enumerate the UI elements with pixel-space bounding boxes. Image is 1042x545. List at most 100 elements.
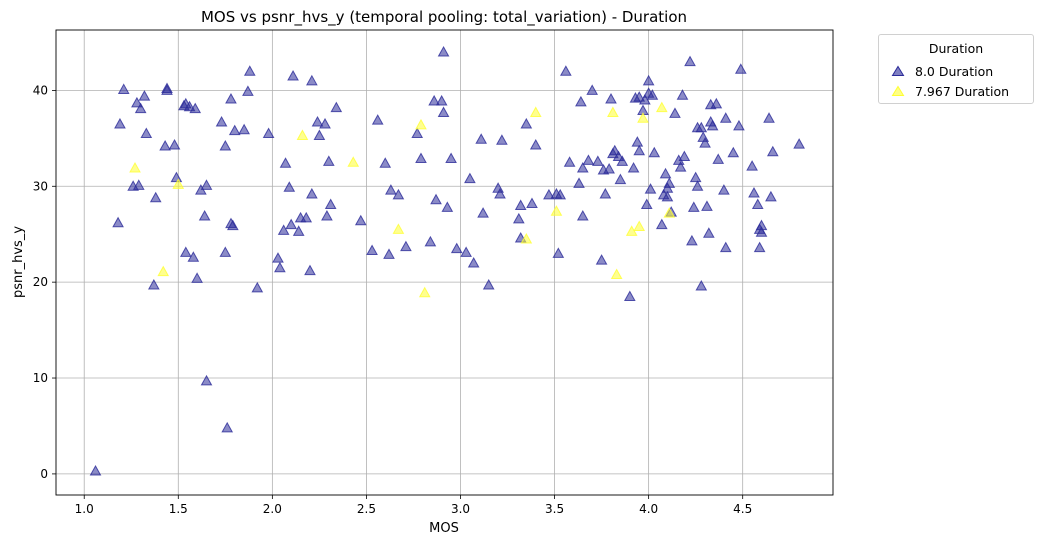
- scatter-point: [526, 197, 538, 209]
- scatter-point: [243, 65, 256, 76]
- scatter-point: [366, 244, 378, 256]
- series-1-points: [89, 46, 805, 476]
- scatter-point: [520, 117, 533, 129]
- scatter-point: [172, 178, 185, 189]
- scatter-point: [89, 465, 102, 476]
- scatter-point: [114, 117, 126, 129]
- scatter-point: [292, 225, 305, 236]
- y-axis-label: psnr_hvs_y: [11, 226, 26, 298]
- scatter-point: [221, 421, 234, 433]
- scatter-point: [385, 184, 397, 195]
- scatter-point: [712, 153, 725, 164]
- scatter-point: [591, 155, 604, 166]
- scatter-point: [582, 154, 595, 165]
- scatter-point: [129, 162, 141, 173]
- scatter-point: [755, 226, 768, 237]
- scatter-point: [575, 95, 587, 107]
- x-tick-label: 4.0: [639, 502, 658, 516]
- scatter-point: [631, 136, 644, 147]
- scatter-point: [242, 85, 254, 96]
- scatter-point: [147, 279, 160, 290]
- scatter-point: [608, 144, 621, 156]
- scatter-point: [324, 198, 337, 209]
- scatter-point: [554, 188, 567, 200]
- scatter-point: [189, 102, 202, 114]
- scatter-point: [753, 241, 766, 253]
- scatter-point: [287, 69, 299, 81]
- y-tick-label: 20: [33, 275, 48, 289]
- scatter-point: [605, 93, 617, 104]
- scatter-point: [563, 156, 576, 167]
- scatter-point: [450, 242, 463, 254]
- scatter-point: [633, 220, 646, 232]
- legend-item-series-2: 7.967 Duration: [891, 83, 1009, 99]
- scatter-point: [676, 89, 689, 100]
- scatter-point: [727, 146, 740, 158]
- scatter-point: [678, 150, 691, 162]
- scatter-point: [430, 193, 442, 205]
- axis-ticks: 1.0 1.5 2.0 2.5 3.0 3.5 4.0 4.5 0 10 20 30 40: [33, 83, 753, 516]
- scatter-point: [637, 112, 649, 123]
- scatter-point: [746, 160, 758, 171]
- scatter-point: [428, 94, 441, 106]
- scatter-point: [347, 156, 360, 167]
- scatter-point: [262, 127, 275, 139]
- scatter-point: [691, 180, 704, 191]
- y-tick-label: 40: [33, 83, 48, 97]
- scatter-point: [445, 152, 457, 163]
- scatter-point: [283, 181, 296, 192]
- scatter-point: [138, 90, 151, 101]
- scatter-point: [157, 265, 170, 277]
- scatter-point: [644, 183, 657, 194]
- scatter-point: [354, 214, 367, 226]
- scatter-point: [277, 224, 290, 235]
- scatter-point: [219, 139, 232, 151]
- scatter-point: [170, 171, 183, 183]
- scatter-point: [304, 264, 316, 276]
- scatter-point: [140, 127, 153, 139]
- scatter-point: [437, 106, 450, 117]
- x-tick-label: 2.0: [263, 502, 282, 516]
- scatter-point: [379, 157, 392, 168]
- scatter-point: [512, 212, 525, 224]
- x-tick-label: 3.0: [451, 502, 470, 516]
- scatter-point: [117, 83, 130, 94]
- scatter-point: [607, 106, 619, 117]
- scatter-point: [655, 218, 668, 230]
- scatter-point: [475, 133, 488, 144]
- scatter-point: [441, 201, 454, 212]
- scatter-point: [168, 139, 181, 150]
- x-tick-label: 2.5: [357, 502, 376, 516]
- scatter-point: [648, 146, 661, 158]
- series-2-points: [129, 101, 676, 298]
- scatter-point: [576, 162, 589, 173]
- scatter-point: [159, 139, 171, 151]
- scatter-point: [437, 46, 450, 57]
- scatter-point: [699, 137, 711, 148]
- scatter-point: [734, 63, 747, 74]
- scatter-point: [392, 223, 405, 234]
- scatter-point: [321, 209, 333, 221]
- scatter-point: [763, 112, 775, 123]
- scatter-point: [383, 248, 395, 259]
- scatter-point: [748, 186, 760, 198]
- scatter-point: [322, 155, 335, 166]
- scatter-point: [633, 91, 646, 102]
- scatter-point: [112, 216, 124, 228]
- scatter-point: [765, 190, 777, 202]
- scatter-point: [659, 167, 672, 179]
- scatter-point: [228, 124, 241, 136]
- legend-title: Duration: [928, 41, 984, 56]
- legend-label-series-2: 7.967 Duration: [915, 83, 1010, 99]
- scatter-point: [718, 184, 730, 195]
- scatter-point: [200, 374, 213, 386]
- scatter-point: [543, 188, 555, 200]
- triangle-marker-icon: [891, 65, 905, 76]
- scatter-point: [573, 177, 585, 188]
- scatter-point: [226, 219, 239, 231]
- scatter-point: [187, 251, 200, 262]
- scatter-point: [695, 121, 708, 133]
- scatter-point: [251, 281, 264, 293]
- scatter-point: [313, 129, 326, 140]
- scatter-point: [219, 246, 232, 257]
